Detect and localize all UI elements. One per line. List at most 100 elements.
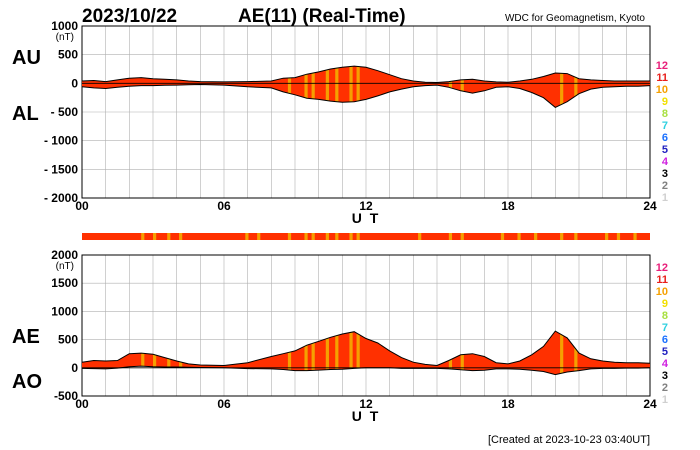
area-fill [82, 331, 650, 375]
plot-frame [81, 25, 651, 199]
coverage-stripe [517, 233, 521, 240]
highlight-stripe [325, 331, 329, 375]
coverage-stripe [153, 233, 157, 240]
series-line-al [81, 83, 651, 108]
created-timestamp: [Created at 2023-10-23 03:40UT] [488, 434, 650, 446]
y-tick-label: 1000 [51, 19, 78, 33]
y-tick-label: 500 [58, 48, 78, 62]
highlight-stripes [141, 331, 578, 375]
y-tick-label: - 500 [51, 105, 79, 119]
coverage-stripe [500, 233, 505, 240]
highlight-stripe [311, 331, 315, 375]
series-line-ae [81, 330, 651, 367]
coverage-stripe [574, 233, 578, 240]
highlight-stripe [335, 331, 339, 375]
highlight-stripe [448, 331, 453, 375]
coverage-stripe [257, 233, 261, 240]
coverage-stripe [335, 233, 339, 240]
x-tick-label: 18 [501, 397, 515, 411]
x-axis-label: U T [352, 408, 381, 424]
highlight-stripe [356, 331, 360, 375]
unit-label: (nT) [56, 32, 74, 43]
legend-count-2: 2 [662, 180, 668, 192]
x-tick-label: 24 [643, 397, 657, 411]
highlight-stripe [574, 331, 578, 375]
highlight-stripe [287, 66, 292, 108]
y-tick-label: 1500 [51, 276, 78, 290]
highlight-stripe [167, 331, 171, 375]
highlight-stripe [179, 331, 183, 375]
highlight-stripe [349, 331, 353, 375]
date-title: 2023/10/22 [82, 6, 177, 27]
coverage-stripe [448, 233, 453, 240]
index-title: AE(11) (Real-Time) [238, 6, 406, 27]
x-axis-label: U T [352, 210, 381, 226]
highlight-stripe [304, 66, 308, 108]
highlight-stripe [311, 66, 315, 108]
coverage-stripe [616, 233, 621, 240]
y-tick-label: - 2000 [44, 191, 78, 205]
plot-frame [81, 254, 651, 397]
y-tick-label: 2000 [51, 248, 78, 262]
legend-count-10: 10 [656, 286, 668, 298]
highlight-stripe [349, 66, 353, 108]
legend-count-6: 6 [662, 334, 668, 346]
legend-count-9: 9 [662, 298, 668, 310]
legend-count-12: 12 [656, 60, 668, 72]
legend-count-3: 3 [662, 168, 668, 180]
coverage-stripe [534, 233, 538, 240]
coverage-stripe [304, 233, 308, 240]
label-ao: AO [12, 371, 42, 393]
legend-count-1: 1 [662, 192, 668, 204]
coverage-stripe [349, 233, 353, 240]
y-tick-label: -500 [54, 389, 78, 403]
highlight-stripe [141, 331, 145, 375]
coverage-stripe [311, 233, 315, 240]
station-coverage-bar [82, 233, 650, 240]
highlight-stripe [325, 66, 329, 108]
legend-count-5: 5 [662, 144, 668, 156]
legend-count-7: 7 [662, 120, 668, 132]
legend-count-12: 12 [656, 262, 668, 274]
label-al: AL [12, 103, 39, 125]
series-line-au [81, 65, 650, 84]
highlight-stripe [574, 66, 578, 108]
legend-count-2: 2 [662, 382, 668, 394]
legend-count-8: 8 [662, 108, 668, 120]
coverage-stripe [141, 233, 145, 240]
coverage-stripe [460, 233, 464, 240]
y-tick-label: - 1500 [44, 162, 78, 176]
highlight-stripe [460, 331, 464, 375]
x-tick-label: 06 [217, 199, 231, 213]
highlight-stripe [304, 331, 308, 375]
highlight-stripe [448, 66, 453, 108]
y-tick-label: 1000 [51, 304, 78, 318]
coverage-stripe [633, 233, 637, 240]
legend-count-1: 1 [662, 394, 668, 406]
au-al-panel: 1000 500 0 - 500 - 1000 - 1500 - 2000 (nT) 00 06 1… [12, 19, 657, 226]
source-label: WDC for Geomagnetism, Kyoto [505, 13, 645, 24]
x-tick-label: 18 [501, 199, 515, 213]
x-tick-label: 06 [217, 397, 231, 411]
coverage-stripe [605, 233, 609, 240]
highlight-stripe [356, 66, 360, 108]
highlight-stripes [287, 66, 578, 108]
coverage-stripe [179, 233, 183, 240]
legend-count-9: 9 [662, 96, 668, 108]
unit-label: (nT) [56, 261, 74, 272]
label-ae: AE [12, 326, 40, 348]
highlight-stripe [560, 331, 564, 375]
x-tick-label: 12 [359, 199, 373, 213]
highlight-stripe [287, 331, 292, 375]
legend-count-8: 8 [662, 310, 668, 322]
y-tick-label: 0 [71, 76, 78, 90]
y-tick-label: - 1000 [44, 134, 78, 148]
area-fill [82, 66, 650, 108]
label-au: AU [12, 47, 41, 69]
highlight-stripe [153, 331, 157, 375]
highlight-stripe [560, 66, 564, 108]
coverage-stripe [167, 233, 171, 240]
x-tick-label: 24 [643, 199, 657, 213]
